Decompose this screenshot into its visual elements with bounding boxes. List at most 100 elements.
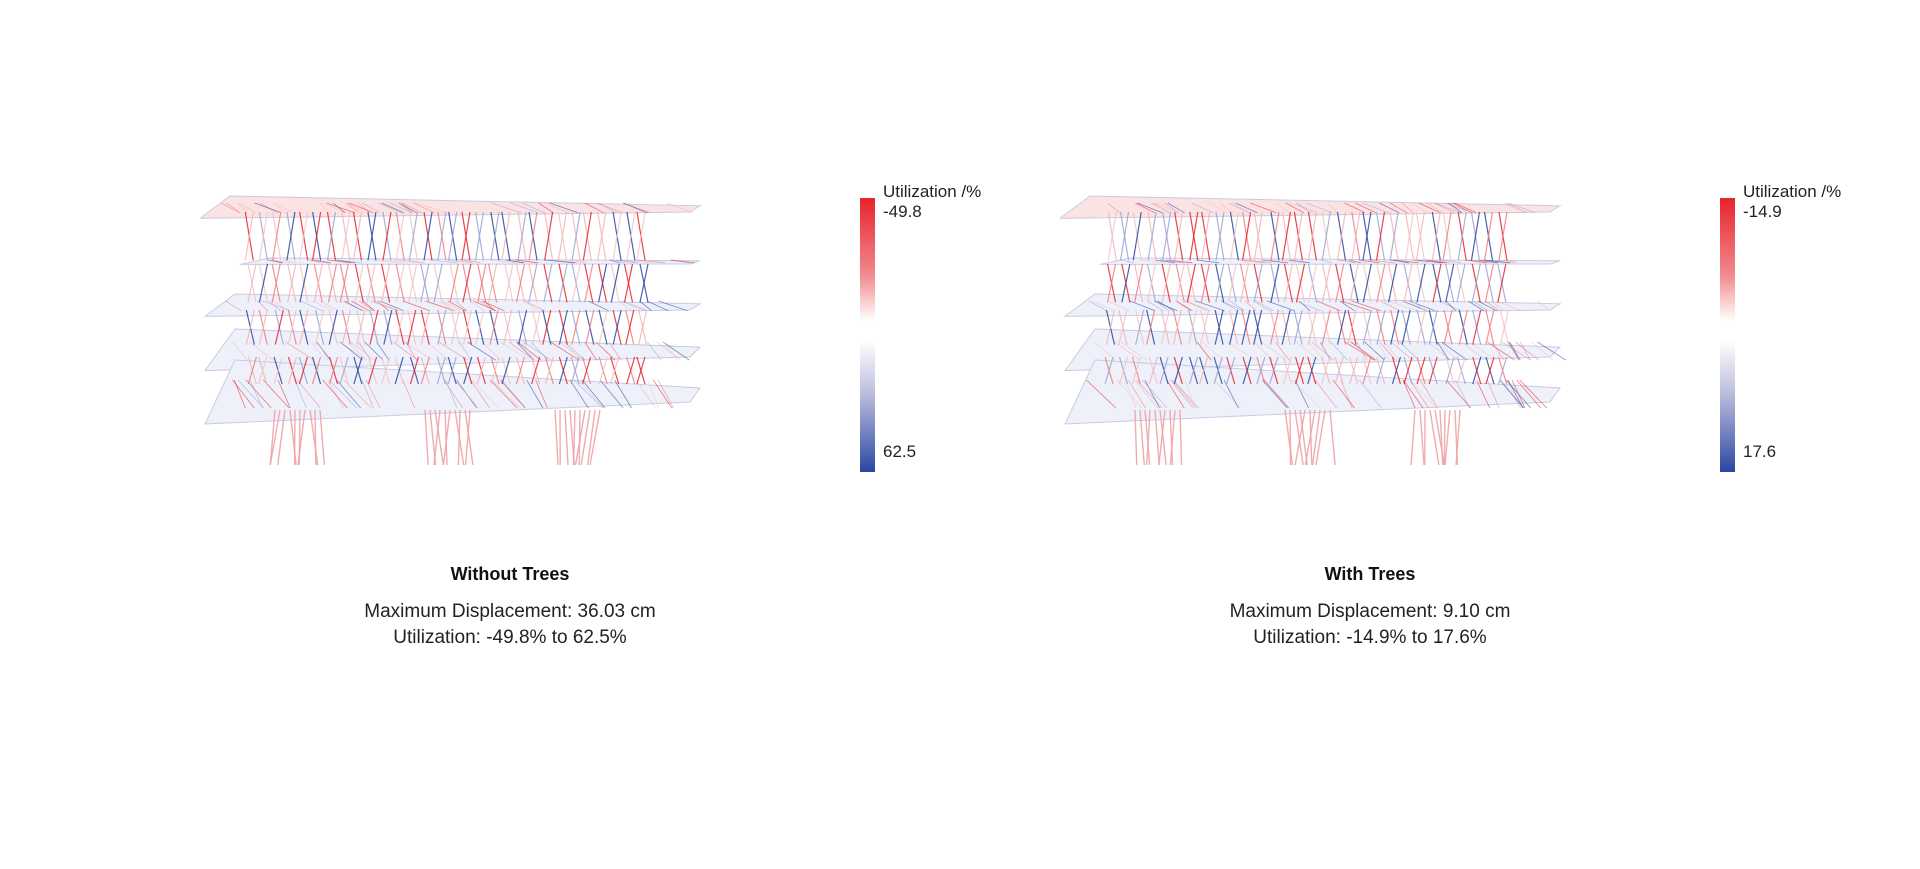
brace-member	[1428, 309, 1438, 345]
slab-member	[441, 300, 464, 312]
structural-model-svg	[200, 195, 702, 466]
slab-member	[579, 379, 604, 409]
slab-member	[1484, 259, 1510, 264]
slab-member	[464, 259, 481, 264]
legend-max-value: -49.8	[883, 202, 922, 221]
slab-member	[270, 259, 291, 264]
slab-member	[522, 341, 535, 361]
slab-member	[1409, 379, 1429, 409]
slab-member	[328, 379, 357, 409]
slab-member	[505, 259, 524, 264]
brace-member	[339, 263, 349, 303]
brace-member	[1239, 263, 1250, 303]
slab-member	[1537, 341, 1567, 361]
panel-title: With Trees	[1324, 564, 1416, 584]
tree-branch	[424, 409, 429, 466]
slab-member	[263, 379, 290, 409]
brace-member	[326, 211, 337, 261]
floor-slab	[1064, 328, 1562, 372]
slab-member	[1244, 300, 1257, 312]
slab-member	[596, 202, 623, 214]
slab-member	[336, 379, 361, 409]
tree-branch	[586, 409, 596, 466]
brace-member	[367, 356, 378, 385]
tree-branch	[572, 409, 576, 466]
brace-member	[1253, 309, 1263, 345]
brace-member	[366, 263, 376, 303]
brace-member	[1375, 211, 1386, 261]
brace-member	[408, 211, 418, 261]
slab-member	[225, 300, 242, 312]
slab-member	[584, 341, 597, 361]
slab-member	[1505, 379, 1532, 409]
slab-member	[1340, 379, 1353, 409]
slab-member	[1208, 202, 1228, 214]
brace-member	[1134, 263, 1144, 303]
slab-member	[1297, 202, 1315, 214]
brace-member	[1472, 309, 1482, 345]
slab-member	[1196, 259, 1220, 264]
slab-member	[550, 341, 580, 361]
brace-member	[258, 309, 268, 345]
brace-member	[636, 356, 646, 385]
slab-member	[1379, 202, 1400, 214]
slab-member	[1419, 379, 1438, 409]
slab-member	[1159, 259, 1184, 264]
brace-member	[501, 211, 511, 261]
slab-member	[1249, 202, 1277, 214]
brace-member	[1321, 263, 1331, 303]
slab-member	[1509, 341, 1521, 361]
slab-member	[491, 379, 521, 409]
utilization-range-text: Utilization: -14.9% to 17.6%	[1253, 627, 1487, 648]
slab-member	[362, 300, 375, 312]
slab-member	[345, 202, 360, 214]
tree-branch	[1169, 409, 1176, 466]
brace-member	[597, 263, 608, 303]
slab-member	[1341, 300, 1371, 312]
slab-member	[1472, 300, 1489, 312]
slab-member	[1358, 379, 1382, 409]
slab-member	[313, 259, 332, 264]
slab-member	[1298, 300, 1311, 312]
tree-branch	[1299, 409, 1308, 466]
slab-member	[666, 202, 693, 214]
panel-without-trees: Utilization /% -49.8 62.5 Without Trees …	[200, 182, 981, 648]
slab-member	[1196, 341, 1212, 361]
slab-member	[443, 379, 463, 409]
tree-branch	[1158, 409, 1166, 466]
slab-member	[1434, 202, 1455, 214]
slab-member	[413, 202, 435, 214]
brace-member	[436, 356, 446, 385]
brace-member	[1189, 356, 1199, 385]
brace-member	[1227, 263, 1237, 303]
slab-member	[670, 259, 695, 264]
brace-member	[1162, 211, 1172, 261]
tree-branch	[1410, 409, 1416, 466]
brace-member	[1294, 356, 1305, 385]
brace-member	[504, 263, 514, 303]
slab-member	[1515, 341, 1540, 361]
brace-member	[1118, 309, 1128, 345]
tree-branch	[464, 409, 471, 466]
slab-member	[646, 300, 669, 312]
slab-member	[1266, 300, 1295, 312]
brace-member	[1321, 356, 1331, 385]
brace-member	[1485, 309, 1495, 345]
slab-member	[1487, 341, 1516, 361]
slab-member	[1286, 259, 1305, 264]
slab-member	[1134, 379, 1158, 409]
brace-member	[1107, 211, 1117, 261]
slab-member	[622, 300, 650, 312]
slab-member	[1088, 300, 1108, 312]
slab-member	[576, 259, 587, 264]
brace-member	[1135, 309, 1145, 345]
slab-member	[236, 202, 249, 214]
slab-member	[1184, 300, 1211, 312]
slab-member	[1338, 259, 1356, 264]
slab-member	[662, 341, 690, 361]
slab-member	[1402, 379, 1416, 409]
slab-member	[1137, 202, 1163, 214]
brace-member	[1175, 263, 1185, 303]
brace-member	[558, 356, 568, 385]
tree-branch	[1169, 409, 1174, 466]
